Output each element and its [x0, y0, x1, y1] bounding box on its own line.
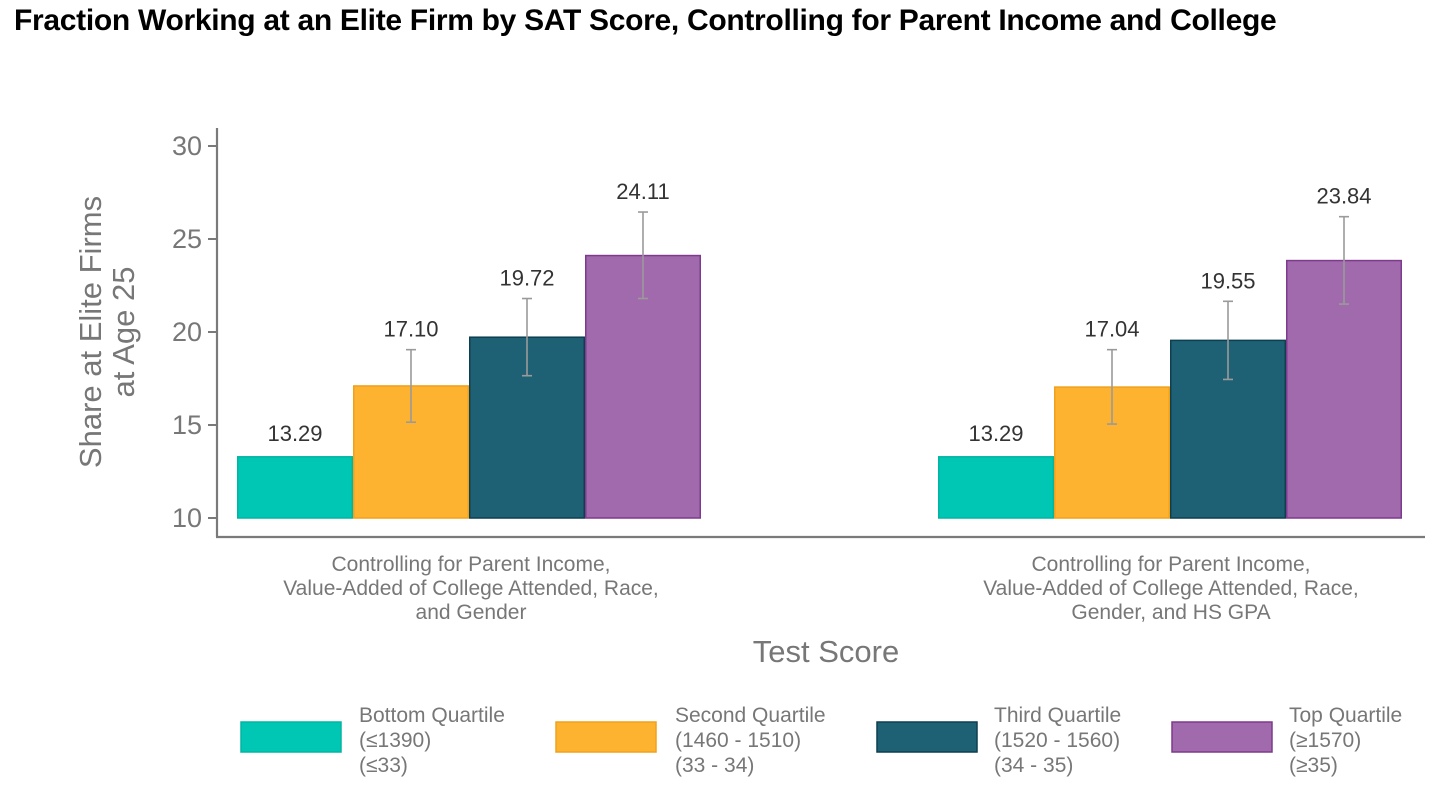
y-axis: 10 15 20 25 30 Share at Elite Firmsat Age 25 [73, 128, 219, 537]
legend-swatch [240, 721, 342, 753]
legend-swatch [555, 721, 657, 753]
legend-label: Second Quartile (1460 - 1510) (33 - 34) [675, 704, 826, 777]
legend-swatch [876, 721, 978, 753]
legend-item: Third Quartile (1520 - 1560) (34 - 35) [876, 704, 1121, 777]
legend-label-line: (1460 - 1510) [675, 729, 801, 752]
x-axis-title: Test Score [753, 634, 899, 669]
legend-label-line: (≤33) [359, 754, 408, 777]
x-category-label: Controlling for Parent Income, Value-Adde… [983, 553, 1359, 624]
legend-label-line: Second Quartile [675, 704, 826, 727]
bar-value-label: 13.29 [968, 421, 1023, 446]
value-labels: 13.29 13.29 17.10 17.04 19.72 19.55 24.11 23.84 [267, 179, 1371, 446]
x-category-label: Controlling for Parent Income, Value-Adde… [283, 553, 659, 624]
error-bars [406, 211, 1349, 425]
y-tick-label: 25 [172, 224, 202, 254]
legend-label-line: Top Quartile [1289, 704, 1402, 727]
legend-label-line: Third Quartile [994, 704, 1121, 727]
bar-value-label: 17.10 [383, 317, 438, 342]
bar [938, 456, 1054, 519]
bar-value-label: 17.04 [1084, 317, 1139, 342]
bar [237, 456, 353, 519]
legend-label-line: (1520 - 1560) [994, 729, 1120, 752]
legend: Bottom Quartile (≤1390) (≤33) Second Quarti… [240, 704, 1402, 777]
bar-value-label: 23.84 [1316, 184, 1371, 209]
bar-value-label: 13.29 [267, 421, 322, 446]
legend-item: Second Quartile (1460 - 1510) (33 - 34) [555, 704, 826, 777]
legend-label: Top Quartile (≥1570) (≥35) [1289, 704, 1402, 777]
legend-label-line: (≥35) [1289, 754, 1338, 777]
chart-title: Fraction Working at an Elite Firm by SAT… [14, 4, 1277, 37]
x-axis: Controlling for Parent Income, Value-Adde… [216, 535, 1425, 669]
legend-label-line: Bottom Quartile [359, 704, 505, 727]
legend-label: Bottom Quartile (≤1390) (≤33) [359, 704, 505, 777]
x-category-label-line: Controlling for Parent Income, [1032, 553, 1311, 576]
bar-value-label: 19.72 [499, 266, 554, 291]
bar-value-label: 19.55 [1200, 268, 1255, 293]
legend-item: Bottom Quartile (≤1390) (≤33) [240, 704, 505, 777]
x-category-label-line: Gender, and HS GPA [1071, 601, 1270, 624]
y-axis-title-line: Share at Elite Firms [73, 196, 108, 468]
y-axis-title-line: at Age 25 [106, 266, 141, 397]
y-tick-label: 15 [172, 410, 202, 440]
legend-label-line: (≥1570) [1289, 729, 1361, 752]
x-category-label-line: Value-Added of College Attended, Race, [283, 577, 659, 600]
x-category-label-line: Controlling for Parent Income, [332, 553, 611, 576]
legend-item: Top Quartile (≥1570) (≥35) [1171, 704, 1402, 777]
y-tick-label: 30 [172, 131, 202, 161]
legend-label-line: (33 - 34) [675, 754, 754, 777]
legend-label: Third Quartile (1520 - 1560) (34 - 35) [994, 704, 1121, 777]
y-tick-label: 10 [172, 503, 202, 533]
legend-label-line: (34 - 35) [994, 754, 1073, 777]
bar [469, 336, 585, 519]
bar-value-label: 24.11 [616, 179, 669, 204]
y-tick-label: 20 [172, 317, 202, 347]
x-category-label-line: Value-Added of College Attended, Race, [983, 577, 1359, 600]
legend-swatch [1171, 721, 1273, 753]
y-axis-title: Share at Elite Firmsat Age 25 [73, 196, 141, 468]
legend-label-line: (≤1390) [359, 729, 431, 752]
bars [237, 254, 1402, 519]
x-category-label-line: and Gender [416, 601, 527, 624]
